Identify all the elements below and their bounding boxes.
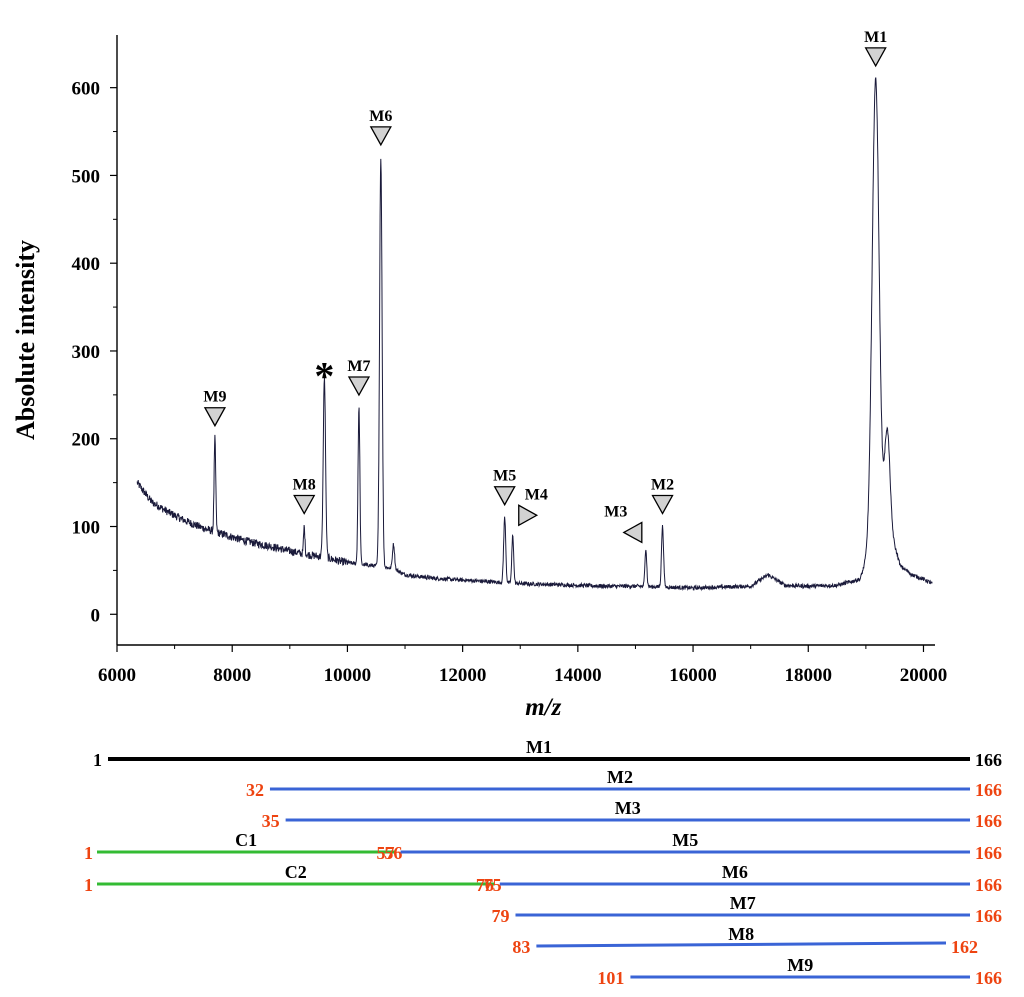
x-tick-label: 8000 (213, 665, 251, 686)
fragment-start-number: 35 (262, 811, 280, 831)
y-tick-label: 600 (72, 79, 101, 100)
fragment-label: M5 (672, 830, 698, 850)
peak-marker-triangle (518, 504, 539, 527)
fragment-end-number: 166 (975, 968, 1002, 988)
fragment-end-number: 56 (384, 843, 402, 863)
y-tick-label: 200 (72, 430, 101, 451)
fragment-end-number: 162 (951, 937, 978, 957)
spectrum-plot: 0 100 200 300 400 500 600 6000 8000 10000 12000 140… (11, 29, 947, 721)
fragment-label: M7 (730, 893, 756, 913)
fragment-label: M3 (615, 798, 641, 818)
y-tick-label: 400 (72, 254, 101, 275)
fragment-start-number: 1 (84, 875, 93, 895)
fragment-end-number: 166 (975, 811, 1002, 831)
fragment-bar (536, 941, 947, 948)
fragment-label: C2 (285, 862, 307, 882)
x-tick-label: 20000 (900, 665, 948, 686)
fragment-label: C1 (235, 830, 257, 850)
peak-label: M7 (347, 358, 370, 375)
x-tick-label: 12000 (439, 665, 487, 686)
fragment-end-number: 166 (975, 750, 1002, 770)
fragment-end-number: 166 (975, 780, 1002, 800)
peak-marker-triangle (369, 126, 392, 147)
peak-marker-triangle (203, 407, 227, 428)
x-tick-label: 10000 (324, 665, 372, 686)
peak-marker-triangle (622, 521, 643, 544)
x-tick-label: 14000 (554, 665, 602, 686)
peak-marker-triangle (493, 486, 516, 507)
peak-marker-triangle (864, 47, 887, 68)
spectrum-trace (136, 77, 933, 592)
peak-marker-triangle (293, 494, 316, 515)
fragment-start-number: 76 (476, 875, 494, 895)
fragment-end-number: 166 (975, 875, 1002, 895)
star-annotation: * (314, 353, 334, 398)
fragment-start-number: 79 (491, 906, 509, 926)
x-axis-title: m/z (525, 694, 561, 721)
fragment-start-number: 83 (512, 937, 530, 957)
fragment-label: M9 (787, 955, 813, 975)
fragment-start-number: 1 (84, 843, 93, 863)
peak-label: M9 (203, 389, 226, 406)
peak-label: M2 (651, 477, 674, 494)
fragment-start-number: 32 (246, 780, 264, 800)
peak-label: M8 (293, 477, 316, 494)
fragment-start-number: 57 (377, 843, 395, 863)
y-tick-label: 0 (91, 605, 101, 626)
fragment-label: M6 (722, 862, 748, 882)
fragment-label: M2 (607, 767, 633, 787)
fragment-end-number: 75 (484, 875, 502, 895)
fragment-end-number: 166 (975, 843, 1002, 863)
fragment-label: M8 (728, 924, 754, 944)
peak-label: M6 (369, 108, 392, 125)
fragment-map: M1 1 166 M2 32 166 M3 35 166 C1 1 56 M5 57 166 C2 1 75 M6 7… (84, 737, 1002, 988)
peak-label: M4 (525, 486, 548, 503)
fragment-label: M1 (526, 737, 552, 757)
fragment-start-number: 1 (93, 750, 102, 770)
peak-marker-triangle (651, 494, 674, 515)
y-tick-label: 500 (72, 166, 101, 187)
fragment-end-number: 166 (975, 906, 1002, 926)
peak-label: M1 (864, 29, 887, 46)
x-tick-label: 16000 (669, 665, 717, 686)
y-tick-label: 300 (72, 342, 101, 363)
x-tick-label: 18000 (785, 665, 833, 686)
peak-label: M3 (604, 503, 627, 520)
fragment-start-number: 101 (597, 968, 624, 988)
peak-label: M5 (493, 468, 516, 485)
y-tick-label: 100 (72, 518, 101, 539)
x-tick-label: 6000 (98, 665, 136, 686)
peak-marker-triangle (347, 376, 371, 397)
y-axis-title: Absolute intensity (11, 240, 40, 440)
